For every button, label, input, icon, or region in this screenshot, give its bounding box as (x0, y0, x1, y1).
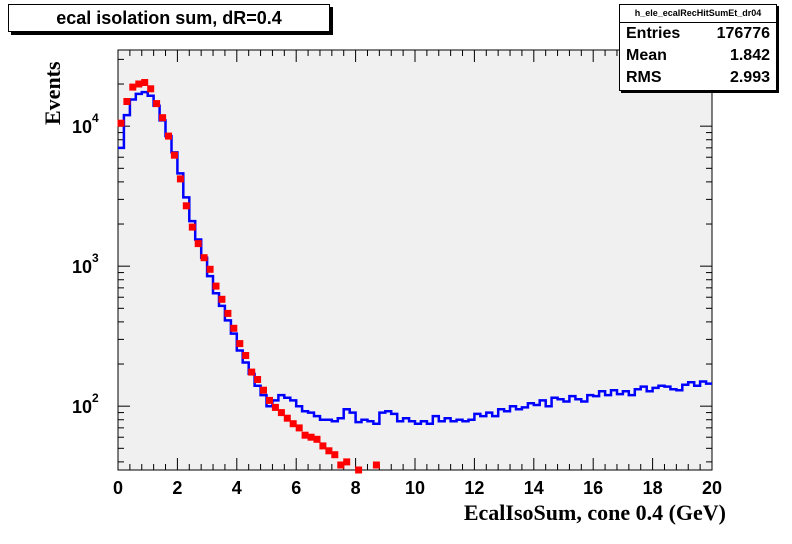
data-marker (242, 352, 250, 359)
chart-title-box: ecal isolation sum, dR=0.4 (8, 4, 330, 32)
data-marker (170, 151, 178, 159)
data-marker (236, 340, 244, 348)
data-marker (355, 466, 363, 474)
data-marker (372, 461, 380, 469)
data-marker (260, 386, 267, 394)
data-marker (218, 295, 226, 303)
x-tick-label: 8 (351, 478, 361, 498)
data-marker (271, 403, 279, 411)
data-marker (212, 282, 220, 290)
y-tick-exponent: 4 (92, 111, 99, 125)
stats-histogram-name: h_ele_ecalRecHitSumEt_dr04 (620, 5, 776, 23)
stats-entries-label: Entries (626, 25, 681, 42)
data-marker (277, 409, 285, 417)
data-marker (159, 114, 167, 122)
data-marker (135, 80, 143, 88)
stats-mean-label: Mean (626, 47, 667, 64)
stats-entries-value: 176776 (716, 25, 770, 42)
y-tick-exponent: 2 (92, 391, 99, 405)
y-tick-label: 10 (72, 117, 92, 137)
y-axis-title: Events (40, 61, 65, 125)
data-marker (283, 414, 291, 422)
x-axis-title: EcalIsoSum, cone 0.4 (GeV) (463, 500, 726, 525)
stats-rms-value: 2.993 (729, 69, 770, 86)
data-marker (147, 85, 155, 93)
x-tick-label: 18 (643, 478, 663, 498)
data-marker (176, 175, 184, 183)
stats-box: h_ele_ecalRecHitSumEt_dr04 Entries 17677… (619, 4, 777, 91)
data-marker (254, 376, 262, 383)
x-tick-label: 0 (113, 478, 123, 498)
x-tick-label: 12 (464, 478, 484, 498)
data-marker (307, 433, 315, 441)
data-marker (200, 254, 208, 262)
stats-row-mean: Mean 1.842 (620, 45, 776, 67)
data-marker (141, 79, 149, 86)
stats-row-rms: RMS 2.993 (620, 67, 776, 89)
data-marker (153, 100, 161, 108)
data-marker (313, 435, 321, 443)
data-marker (230, 324, 238, 332)
x-tick-label: 2 (172, 478, 182, 498)
data-marker (165, 132, 172, 140)
histogram-step-line (118, 90, 712, 425)
data-marker (206, 265, 214, 273)
data-marker (301, 431, 309, 439)
chart-title: ecal isolation sum, dR=0.4 (56, 8, 282, 28)
data-marker (289, 420, 297, 428)
y-tick-label: 10 (72, 397, 92, 417)
plot-frame (117, 49, 713, 471)
data-marker (188, 223, 196, 231)
y-tick-exponent: 3 (92, 251, 99, 265)
data-marker (194, 240, 202, 248)
x-tick-label: 4 (232, 478, 242, 498)
stats-row-entries: Entries 176776 (620, 23, 776, 45)
x-tick-label: 16 (583, 478, 603, 498)
y-tick-label: 10 (72, 257, 92, 277)
data-marker (266, 396, 273, 404)
data-marker (295, 424, 303, 432)
data-marker (129, 83, 137, 91)
stats-rms-label: RMS (626, 69, 662, 86)
x-tick-label: 6 (291, 478, 301, 498)
data-marker (182, 202, 190, 210)
data-marker (319, 442, 327, 450)
x-tick-label: 14 (524, 478, 544, 498)
data-marker (337, 461, 345, 469)
data-marker (343, 458, 351, 466)
data-marker (224, 309, 232, 317)
stats-mean-value: 1.842 (729, 47, 770, 64)
data-marker (123, 98, 131, 105)
x-tick-label: 20 (702, 478, 722, 498)
data-marker (248, 368, 256, 376)
x-tick-label: 10 (405, 478, 425, 498)
data-marker (117, 119, 125, 127)
data-marker (331, 451, 339, 459)
data-marker (325, 447, 333, 455)
